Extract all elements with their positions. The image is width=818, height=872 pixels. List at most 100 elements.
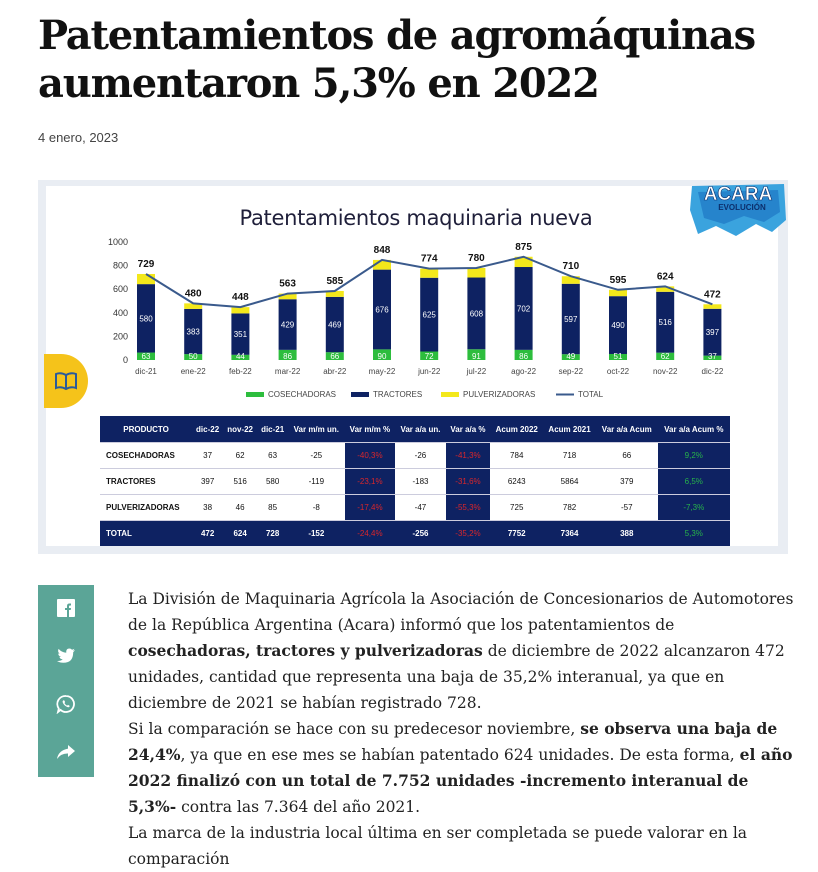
data-label-total: 595	[610, 275, 627, 286]
y-tick-label: 1000	[108, 237, 128, 247]
bar-tractores	[231, 313, 250, 355]
data-label-tractores: 469	[328, 321, 342, 330]
data-label-total: 585	[326, 276, 343, 287]
data-label-total: 848	[374, 245, 391, 256]
data-label-tractores: 490	[611, 321, 625, 330]
data-label-tractores: 429	[281, 321, 295, 330]
x-tick-label: ago-22	[511, 367, 536, 376]
data-label-tractores: 625	[423, 311, 437, 320]
data-label-tractores: 608	[470, 309, 484, 318]
table-cell: -25	[288, 442, 345, 469]
table-header-cell: Var m/m %	[344, 416, 396, 443]
data-label-total: 774	[421, 254, 438, 265]
chart-panel: Patentamientos maquinaria nueva 0 200 400 6…	[44, 186, 778, 546]
table-cell: 725	[490, 494, 544, 521]
bar-cosechadoras	[137, 352, 155, 360]
bar-pulverizadoras	[609, 289, 627, 297]
bar-pulverizadoras	[325, 290, 344, 297]
data-label-cosechadoras: 91	[472, 352, 481, 361]
bar-tractores	[325, 296, 344, 353]
table-cell: 379	[595, 468, 658, 495]
data-label-cosechadoras: 50	[189, 352, 198, 361]
bar-tractores	[514, 267, 533, 350]
data-label-tractores: 351	[234, 330, 248, 339]
table-cell: 62	[223, 442, 258, 469]
bar-cosechadoras	[609, 353, 627, 360]
table-cell: 388	[595, 520, 658, 546]
table-cell: 728	[257, 520, 289, 546]
table-cell: 38	[192, 494, 224, 521]
whatsapp-share-button[interactable]	[52, 690, 80, 718]
data-label-cosechadoras: 37	[708, 352, 717, 361]
x-tick-label: may-22	[369, 367, 396, 376]
bar-cosechadoras	[184, 354, 203, 360]
table-cell: 46	[223, 494, 258, 521]
bar-tractores	[420, 277, 439, 352]
table-header-cell: dic-22	[192, 416, 224, 443]
data-label-cosechadoras: 49	[566, 352, 575, 361]
x-tick-label: feb-22	[229, 367, 252, 376]
x-tick-label: dic-21	[135, 367, 157, 376]
bar-cosechadoras	[278, 349, 297, 360]
share-bar	[38, 585, 94, 777]
table-cell: -119	[288, 468, 345, 495]
bar-tractores	[561, 283, 580, 355]
bar-pulverizadoras	[656, 286, 675, 292]
table-cell: PULVERIZADORAS	[100, 494, 193, 521]
book-tab[interactable]	[44, 354, 88, 408]
data-label-total: 875	[515, 242, 532, 253]
table-header-cell: PRODUCTO	[100, 416, 193, 443]
data-label-total: 480	[185, 288, 202, 299]
x-tick-label: dic-22	[702, 367, 724, 376]
data-label-tractores: 702	[517, 304, 531, 313]
legend-label: TRACTORES	[373, 390, 422, 399]
bar-tractores	[467, 277, 486, 350]
facebook-share-button[interactable]	[52, 594, 80, 622]
table-cell: -152	[288, 520, 345, 546]
bar-cosechadoras	[420, 351, 439, 360]
data-label-cosechadoras: 72	[425, 352, 434, 361]
x-tick-label: ene-22	[181, 367, 206, 376]
paragraph-2: Si la comparación se hace con su predece…	[128, 716, 794, 820]
article-title: Patentamientos de agromáquinas aumentaro…	[38, 12, 756, 107]
bar-tractores	[609, 296, 627, 354]
bar-pulverizadoras	[137, 273, 155, 285]
x-tick-label: jul-22	[466, 367, 487, 376]
table-cell: -57	[595, 494, 658, 521]
table-header-cell: Acum 2022	[490, 416, 544, 443]
bar-tractores	[137, 284, 155, 353]
data-label-cosechadoras: 66	[330, 352, 339, 361]
whatsapp-icon	[56, 695, 75, 714]
table-cell: 66	[595, 442, 658, 469]
x-tick-label: mar-22	[275, 367, 301, 376]
logo-subtext: EVOLUCIÓN	[718, 203, 766, 212]
data-label-tractores: 597	[564, 315, 578, 324]
bold-span: se observa una baja de 24,4%	[128, 719, 778, 764]
table-cell: 37	[192, 442, 224, 469]
data-label-total: 472	[704, 289, 721, 300]
x-tick-label: abr-22	[323, 367, 347, 376]
table-cell: 63	[257, 442, 289, 469]
table-header-cell: Var a/a Acum	[595, 416, 658, 443]
y-tick-label: 800	[113, 261, 128, 271]
table-cell: 5,3%	[657, 520, 730, 546]
text-span: , ya que en ese mes se habían patentado …	[180, 746, 740, 764]
bar-pulverizadoras	[467, 267, 486, 278]
table-cell: -7,3%	[657, 494, 730, 521]
data-label-tractores: 397	[706, 328, 720, 337]
data-table: PRODUCTO dic-22 nov-22 dic-21 Var m/m un. Var…	[100, 416, 730, 546]
share-icon	[57, 745, 75, 759]
twitter-share-button[interactable]	[52, 642, 80, 670]
chart-title: Patentamientos maquinaria nueva	[239, 206, 593, 230]
table-row: PULVERIZADORAS 38 46 85 -8 -17,4% -47 -55,3% 725…	[100, 494, 730, 521]
total-line	[145, 255, 713, 309]
data-label-total: 448	[232, 292, 249, 303]
table-cell: -41,3%	[445, 442, 491, 469]
data-label-total: 563	[279, 279, 296, 290]
table-cell: -55,3%	[445, 494, 491, 521]
legend-label: PULVERIZADORAS	[463, 390, 535, 399]
table-header-row: PRODUCTO dic-22 nov-22 dic-21 Var m/m un. Var…	[100, 416, 730, 443]
bar-tractores	[703, 308, 722, 356]
share-button[interactable]	[52, 738, 80, 766]
data-label-total: 710	[562, 261, 579, 272]
